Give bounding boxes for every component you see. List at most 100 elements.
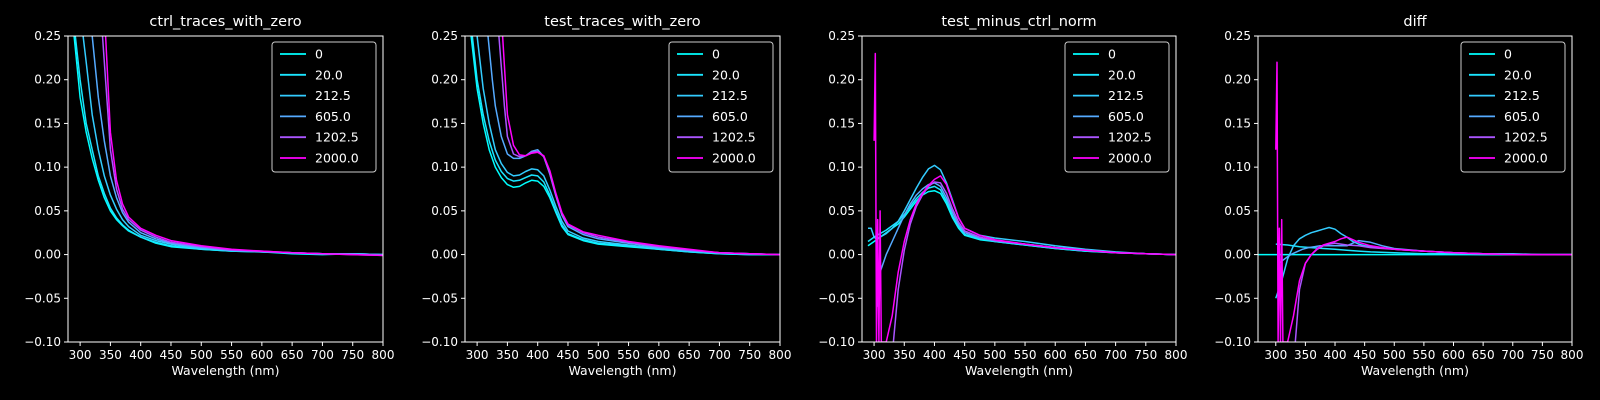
series-line-212.5 (1275, 226, 1572, 299)
y-tick-label: 0.00 (431, 248, 458, 262)
legend: 0 20.0 212.5 605.0 1202.5 2000.0 (668, 41, 774, 173)
legend: 0 20.0 212.5 605.0 1202.5 2000.0 (271, 41, 377, 173)
x-tick-label: 450 (1353, 348, 1376, 362)
x-tick-label: 400 (923, 348, 946, 362)
legend-entry: 2000.0 (315, 151, 359, 166)
series-line-2000.0 (104, 36, 383, 257)
legend-entry: 20.0 (315, 67, 343, 82)
x-tick-label: 700 (708, 348, 731, 362)
y-tick-label: 0.05 (34, 204, 61, 218)
x-tick-label: 300 (69, 348, 92, 362)
x-tick-label: 500 (983, 348, 1006, 362)
legend-entry: 2000.0 (1108, 151, 1152, 166)
x-tick-label: 600 (1442, 348, 1465, 362)
x-tick-label: 650 (678, 348, 701, 362)
x-tick-label: 350 (1294, 348, 1317, 362)
y-tick-label: 0.25 (431, 29, 458, 43)
x-tick-label: 650 (281, 348, 304, 362)
legend-entry: 2000.0 (1504, 151, 1548, 166)
legend-entry: 1202.5 (1504, 130, 1548, 145)
x-tick-label: 300 (466, 348, 489, 362)
series-line-20.0 (867, 185, 1176, 256)
axes-frame (67, 35, 384, 343)
y-tick-label: −0.05 (818, 291, 855, 305)
y-tick-label: 0.05 (828, 204, 855, 218)
y-tick-label: 0.05 (1224, 204, 1251, 218)
x-tick-label: 750 (341, 348, 364, 362)
y-tick-label: 0.25 (34, 29, 61, 43)
series-line-1202.5 (1294, 242, 1572, 342)
x-tick-label: 800 (1561, 348, 1584, 362)
legend-entry: 20.0 (1108, 67, 1136, 82)
legend-entry: 605.0 (1108, 109, 1144, 124)
y-tick-label: −0.10 (24, 335, 61, 349)
legend: 0 20.0 212.5 605.0 1202.5 2000.0 (1460, 41, 1566, 173)
legend-entry: 605.0 (712, 109, 748, 124)
x-axis-label: Wavelength (nm) (569, 363, 677, 378)
x-tick-label: 600 (1044, 348, 1067, 362)
y-tick-label: −0.05 (24, 291, 61, 305)
x-tick-label: 800 (769, 348, 792, 362)
y-tick-label: 0.15 (34, 116, 61, 130)
x-tick-label: 450 (160, 348, 183, 362)
axes-frame (861, 35, 1177, 343)
y-tick-label: −0.10 (818, 335, 855, 349)
legend-entry: 212.5 (1504, 88, 1540, 103)
series-line-605.0 (1278, 239, 1572, 264)
legend-entry: 605.0 (315, 109, 351, 124)
x-tick-label: 350 (496, 348, 519, 362)
plot-area (1258, 61, 1572, 342)
x-tick-label: 700 (1501, 348, 1524, 362)
x-tick-label: 600 (647, 348, 670, 362)
x-tick-label: 800 (1165, 348, 1188, 362)
x-tick-label: 350 (893, 348, 916, 362)
x-tick-label: 800 (372, 348, 395, 362)
y-tick-label: −0.05 (421, 291, 458, 305)
chart-panel-4: 300 350 400 450 500 550 600 650 700 750 800 −0.10 −0… (1214, 14, 1583, 378)
y-tick-label: 0.10 (828, 160, 855, 174)
y-tick-label: 0.20 (828, 73, 855, 87)
x-tick-label: 300 (1264, 348, 1287, 362)
y-tick-label: 0.20 (1224, 73, 1251, 87)
axes-frame (464, 35, 781, 343)
legend-entry: 20.0 (1504, 67, 1532, 82)
x-tick-label: 300 (863, 348, 886, 362)
plot-area (470, 36, 780, 256)
chart-panel-2: 300 350 400 450 500 550 600 650 700 750 800 −0.10 −0… (421, 14, 791, 378)
x-tick-label: 350 (99, 348, 122, 362)
y-tick-label: 0.20 (431, 73, 458, 87)
x-axis-label: Wavelength (nm) (172, 363, 280, 378)
x-tick-label: 750 (1134, 348, 1157, 362)
x-axis-label: Wavelength (nm) (965, 363, 1073, 378)
chart-panel-3: 300 350 400 450 500 550 600 650 700 750 800 −0.10 −0… (818, 14, 1187, 378)
y-tick-label: 0.00 (34, 248, 61, 262)
chart-title: test_minus_ctrl_norm (941, 14, 1096, 30)
x-axis-label: Wavelength (nm) (1361, 363, 1469, 378)
x-tick-label: 450 (557, 348, 580, 362)
legend-entry: 2000.0 (712, 151, 756, 166)
y-tick-label: 0.20 (34, 73, 61, 87)
plot-area (73, 36, 383, 257)
legend: 0 20.0 212.5 605.0 1202.5 2000.0 (1064, 41, 1170, 173)
legend-entry: 0 (315, 47, 323, 62)
series-line-212.5 (868, 164, 1176, 256)
y-tick-label: 0.15 (1224, 116, 1251, 130)
y-tick-label: −0.05 (1214, 291, 1251, 305)
x-tick-label: 500 (1383, 348, 1406, 362)
legend-entry: 212.5 (315, 88, 351, 103)
x-tick-label: 550 (220, 348, 243, 362)
chart-panel-1: 300 350 400 450 500 550 600 650 700 750 800 −0.10 −0… (24, 14, 394, 378)
chart-title: diff (1403, 14, 1427, 30)
y-tick-label: 0.15 (828, 116, 855, 130)
x-tick-label: 650 (1074, 348, 1097, 362)
legend-entry: 20.0 (712, 67, 740, 82)
x-tick-label: 400 (129, 348, 152, 362)
y-tick-label: 0.25 (1224, 29, 1251, 43)
series-line-20.0 (471, 36, 780, 256)
series-line-2000.0 (1275, 61, 1572, 342)
series-line-1202.5 (892, 181, 1176, 342)
legend-entry: 0 (1504, 47, 1512, 62)
x-tick-label: 700 (311, 348, 334, 362)
x-tick-label: 550 (1014, 348, 1037, 362)
y-tick-label: 0.10 (1224, 160, 1251, 174)
